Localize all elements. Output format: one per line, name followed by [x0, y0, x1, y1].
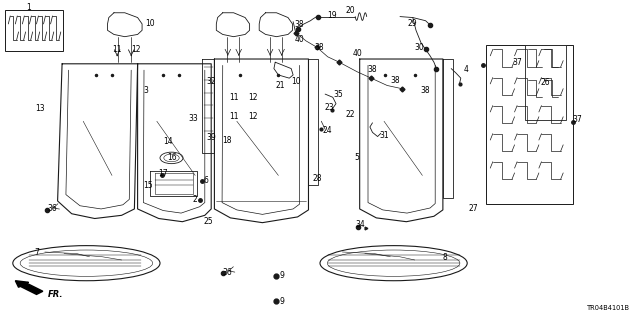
Text: 35: 35: [333, 90, 343, 99]
Text: 40: 40: [294, 35, 305, 44]
Text: 12: 12: [132, 45, 141, 54]
Text: 11: 11: [229, 93, 238, 102]
Text: 28: 28: [312, 174, 321, 183]
FancyArrow shape: [15, 281, 43, 294]
Text: 26: 26: [540, 78, 550, 87]
Text: 33: 33: [188, 114, 198, 122]
Circle shape: [160, 152, 183, 164]
Text: FR.: FR.: [48, 290, 63, 299]
Text: 10: 10: [145, 19, 156, 28]
Text: 6: 6: [204, 176, 209, 185]
Text: 9: 9: [279, 271, 284, 280]
Text: 19: 19: [326, 11, 337, 20]
Text: 9: 9: [279, 297, 284, 306]
Text: 40: 40: [352, 49, 362, 58]
Text: 30: 30: [414, 43, 424, 52]
Text: 2: 2: [193, 195, 198, 204]
Text: 10: 10: [291, 77, 301, 86]
Text: 11: 11: [229, 112, 238, 121]
Text: 23: 23: [324, 103, 335, 112]
Text: 8: 8: [442, 253, 447, 262]
Text: 36: 36: [47, 204, 58, 213]
Text: 15: 15: [143, 181, 154, 189]
Text: 36: 36: [222, 268, 232, 277]
Text: 22: 22: [346, 110, 355, 119]
Text: 14: 14: [163, 137, 173, 146]
Text: 37: 37: [572, 115, 582, 124]
Text: 20: 20: [346, 6, 356, 15]
Text: 12: 12: [248, 112, 257, 121]
Text: 12: 12: [248, 93, 257, 102]
Text: 13: 13: [35, 104, 45, 113]
Text: 18: 18: [223, 136, 232, 145]
Text: 4: 4: [463, 65, 468, 74]
Text: 3: 3: [143, 86, 148, 95]
Text: 24: 24: [323, 126, 333, 135]
Text: 31: 31: [379, 131, 389, 140]
Text: 21: 21: [276, 81, 285, 90]
Text: 1: 1: [26, 4, 31, 12]
Ellipse shape: [20, 250, 153, 276]
Ellipse shape: [328, 250, 460, 276]
Text: 5: 5: [355, 153, 360, 162]
Text: 38: 38: [367, 65, 378, 74]
Text: TR04B4101B: TR04B4101B: [588, 305, 630, 311]
Text: 27: 27: [468, 204, 479, 213]
Text: 7: 7: [35, 248, 40, 256]
Text: 38: 38: [314, 43, 324, 52]
Text: 25: 25: [203, 217, 213, 226]
Text: 11: 11: [112, 45, 121, 54]
Text: 37: 37: [512, 58, 522, 67]
Text: 16: 16: [166, 153, 177, 162]
Bar: [486, 45, 573, 204]
Text: 39: 39: [206, 133, 216, 142]
Ellipse shape: [13, 246, 160, 281]
Circle shape: [164, 154, 179, 162]
Bar: [525, 45, 566, 120]
Text: 34: 34: [355, 220, 365, 229]
Text: 29: 29: [408, 19, 418, 28]
Text: 38: 38: [294, 20, 305, 29]
Text: 17: 17: [158, 169, 168, 178]
Text: 38: 38: [390, 76, 401, 85]
Text: 38: 38: [420, 86, 431, 95]
Bar: [5, 10, 63, 51]
Text: 32: 32: [206, 77, 216, 86]
Ellipse shape: [320, 246, 467, 281]
